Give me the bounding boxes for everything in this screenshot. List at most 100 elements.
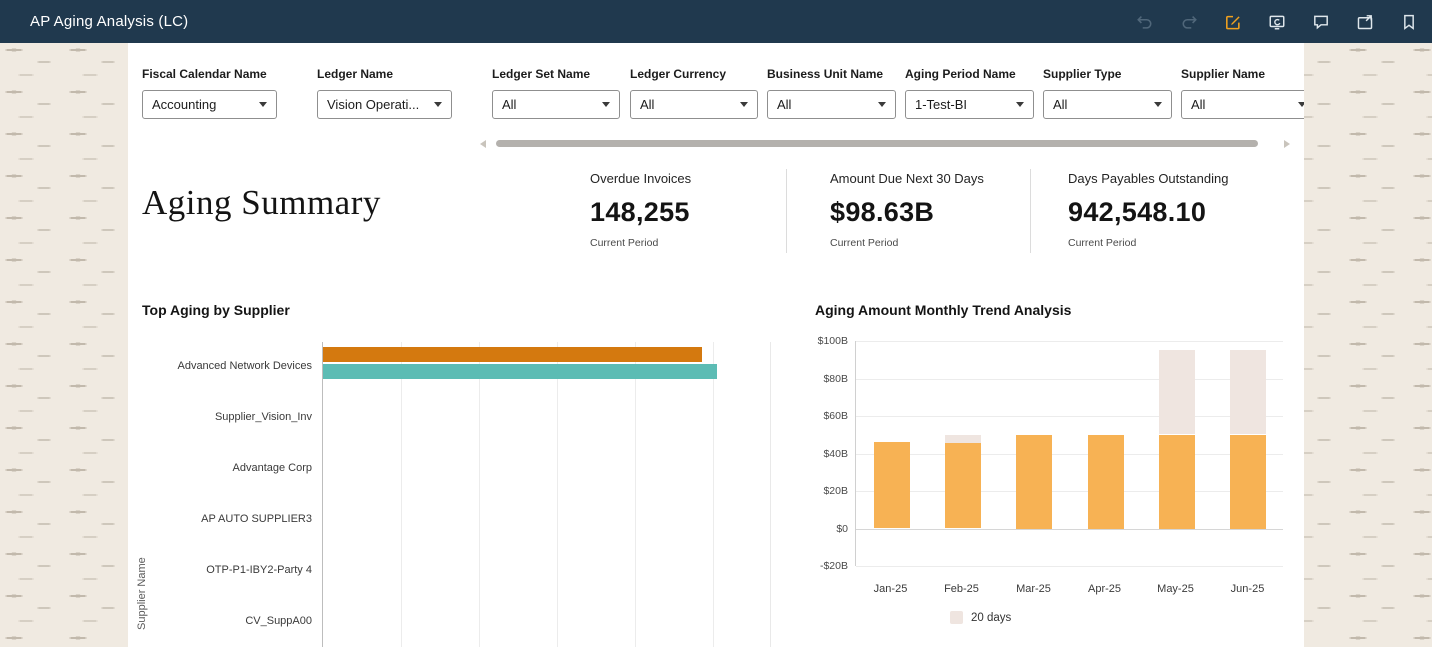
stack-segment[interactable] xyxy=(1088,435,1124,529)
kpi-caption: Current Period xyxy=(1068,237,1228,249)
y-tick-label: $40B xyxy=(815,448,848,460)
filter-scrollbar[interactable] xyxy=(496,140,1258,147)
category-label[interactable]: OTP-P1-IBY2-Party 4 xyxy=(128,564,312,576)
comment-icon[interactable] xyxy=(1312,13,1330,31)
legend-item[interactable]: 20 days xyxy=(950,611,1011,624)
category-label[interactable]: AP AUTO SUPPLIER3 xyxy=(128,513,312,525)
y-tick-label: $20B xyxy=(815,485,848,497)
section-title: Aging Summary xyxy=(142,183,381,223)
filter-dropdown[interactable]: All xyxy=(767,90,896,119)
y-tick-label: $60B xyxy=(815,410,848,422)
stack-segment[interactable] xyxy=(1159,350,1195,434)
y-tick-label: $0 xyxy=(815,523,848,535)
x-tick-label: Jan-25 xyxy=(855,583,926,595)
stack-segment[interactable] xyxy=(1230,350,1266,434)
trend-chart-plot xyxy=(855,341,1283,566)
page-title: AP Aging Analysis (LC) xyxy=(30,13,188,30)
kpi-label: Overdue Invoices xyxy=(590,171,691,186)
chevron-down-icon xyxy=(1016,102,1024,107)
category-label[interactable]: Supplier_Vision_Inv xyxy=(128,411,312,423)
stack-segment[interactable] xyxy=(1159,435,1195,529)
legend-label: 20 days xyxy=(971,612,1011,624)
bookmark-icon[interactable] xyxy=(1400,13,1418,31)
filter-fiscal-calendar-name: Fiscal Calendar Name Accounting xyxy=(142,67,277,119)
kpi-divider xyxy=(786,169,787,253)
gridline xyxy=(713,342,714,647)
gridline xyxy=(856,416,1283,417)
dropdown-value: Accounting xyxy=(152,97,253,112)
filter-business-unit-name: Business Unit NameAll xyxy=(767,67,896,119)
present-icon[interactable] xyxy=(1268,13,1286,31)
x-tick-label: Jun-25 xyxy=(1212,583,1283,595)
legend-swatch xyxy=(950,611,963,624)
gridline xyxy=(401,342,402,647)
dropdown-value: All xyxy=(502,97,596,112)
filter-dropdown[interactable]: Accounting xyxy=(142,90,277,119)
stack-segment[interactable] xyxy=(945,442,981,528)
gridline xyxy=(856,379,1283,380)
kpi-label: Amount Due Next 30 Days xyxy=(830,171,984,186)
filter-supplier-name: Supplier Name All xyxy=(1181,67,1304,119)
chevron-down-icon xyxy=(602,102,610,107)
chart-title: Top Aging by Supplier xyxy=(142,302,290,318)
chevron-down-icon xyxy=(878,102,886,107)
trend-chart: Aging Amount Monthly Trend Analysis $100… xyxy=(815,300,1304,647)
filter-label: Ledger Currency xyxy=(630,67,758,81)
dropdown-value: All xyxy=(640,97,734,112)
stack-segment[interactable] xyxy=(1230,435,1266,529)
filter-supplier-type: Supplier TypeAll xyxy=(1043,67,1172,119)
kpi-caption: Current Period xyxy=(590,237,691,249)
category-label[interactable]: CV_SuppA00 xyxy=(128,615,312,627)
x-tick-label: May-25 xyxy=(1140,583,1211,595)
stack-segment[interactable] xyxy=(1016,435,1052,529)
category-label[interactable]: Advantage Corp xyxy=(128,462,312,474)
filter-label: Ledger Name xyxy=(317,67,452,81)
kpi-value: 148,255 xyxy=(590,197,691,228)
hbar-segment[interactable] xyxy=(323,364,717,379)
filter-label: Aging Period Name xyxy=(905,67,1034,81)
dropdown-value: All xyxy=(1053,97,1148,112)
x-tick-label: Apr-25 xyxy=(1069,583,1140,595)
x-tick-label: Feb-25 xyxy=(926,583,997,595)
stack-segment[interactable] xyxy=(874,442,910,528)
gridline xyxy=(856,566,1283,567)
filter-ledger-currency: Ledger Currency All xyxy=(630,67,758,119)
kpi-tile: Overdue Invoices 148,255 Current Period xyxy=(590,171,691,249)
chart-title: Aging Amount Monthly Trend Analysis xyxy=(815,302,1071,318)
edit-icon[interactable] xyxy=(1224,13,1242,31)
header-toolbar xyxy=(1136,13,1418,31)
filter-dropdown[interactable]: All xyxy=(1181,90,1304,119)
gridline xyxy=(635,342,636,647)
filter-dropdown[interactable]: 1-Test-BI xyxy=(905,90,1034,119)
gridline xyxy=(856,491,1283,492)
chevron-down-icon xyxy=(259,102,267,107)
filter-dropdown[interactable]: All xyxy=(630,90,758,119)
kpi-tile: Amount Due Next 30 Days$98.63BCurrent Pe… xyxy=(830,171,984,249)
filter-label: Ledger Set Name xyxy=(492,67,620,81)
chevron-down-icon xyxy=(434,102,442,107)
x-tick-label: Mar-25 xyxy=(998,583,1069,595)
dropdown-value: All xyxy=(1191,97,1292,112)
supplier-chart-plot xyxy=(322,342,771,647)
supplier-chart: Top Aging by Supplier Supplier Name Adva… xyxy=(128,300,790,647)
filter-dropdown[interactable]: Vision Operati... xyxy=(317,90,452,119)
gridline xyxy=(856,529,1283,530)
undo-icon[interactable] xyxy=(1136,13,1154,31)
filter-dropdown[interactable]: All xyxy=(492,90,620,119)
scroll-right-arrow-icon[interactable] xyxy=(1284,140,1290,148)
gridline xyxy=(479,342,480,647)
filter-dropdown[interactable]: All xyxy=(1043,90,1172,119)
category-label[interactable]: Advanced Network Devices xyxy=(128,360,312,372)
scroll-left-arrow-icon[interactable] xyxy=(480,140,486,148)
hbar-segment[interactable] xyxy=(323,347,702,362)
filter-aging-period-name: Aging Period Name 1-Test-BI xyxy=(905,67,1034,119)
kpi-divider xyxy=(1030,169,1031,253)
redo-icon[interactable] xyxy=(1180,13,1198,31)
gridline xyxy=(557,342,558,647)
y-tick-label: -$20B xyxy=(815,560,848,572)
open-window-icon[interactable] xyxy=(1356,13,1374,31)
kpi-caption: Current Period xyxy=(830,237,984,249)
filter-label: Supplier Name xyxy=(1181,67,1304,81)
filter-label: Fiscal Calendar Name xyxy=(142,67,277,81)
stack-segment[interactable] xyxy=(945,435,981,443)
